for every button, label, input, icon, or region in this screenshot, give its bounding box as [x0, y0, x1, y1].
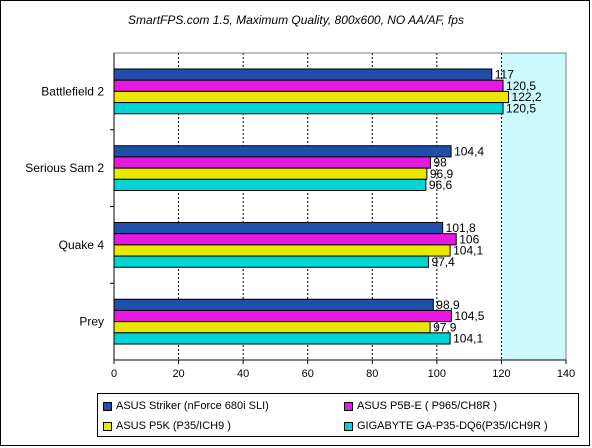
legend-item: ASUS Striker (nForce 680i SLI)	[103, 400, 269, 412]
legend-label: ASUS Striker (nForce 680i SLI)	[116, 400, 269, 412]
x-tick-label: 40	[237, 368, 249, 380]
highlight-band	[501, 53, 566, 360]
data-label: 104,4	[454, 144, 484, 158]
x-tick-label: 60	[302, 368, 314, 380]
legend-swatch	[103, 421, 112, 431]
data-label: 104,1	[453, 244, 483, 258]
bar	[113, 321, 431, 334]
data-label: 104,5	[454, 309, 484, 323]
x-tick-label: 140	[557, 368, 575, 380]
bar	[113, 244, 451, 257]
chart-title: SmartFPS.com 1.5, Maximum Quality, 800x6…	[128, 13, 464, 27]
legend-label: ASUS P5B-E ( P965/CH8R )	[357, 400, 497, 412]
bar	[113, 298, 434, 311]
x-tick-label: 80	[366, 368, 378, 380]
legend-label: GIGABYTE GA-P35-DQ6(P35/ICH9R )	[357, 420, 548, 432]
legend-item: ASUS P5B-E ( P965/CH8R )	[344, 400, 497, 412]
category-label: Battlefield 2	[41, 84, 104, 98]
bar	[113, 68, 493, 81]
data-label: 117	[495, 68, 514, 82]
bar	[113, 255, 429, 268]
legend-swatch	[103, 401, 112, 411]
bar	[113, 167, 428, 180]
legend-item: GIGABYTE GA-P35-DQ6(P35/ICH9R )	[344, 420, 548, 432]
bar	[113, 156, 431, 169]
x-tick-label: 100	[428, 368, 446, 380]
category-label: Quake 4	[59, 238, 105, 252]
data-label: 120,5	[506, 79, 536, 93]
bar	[113, 90, 510, 104]
data-label: 101,8	[446, 221, 476, 235]
data-label: 98,9	[436, 298, 460, 312]
bar	[113, 79, 504, 92]
data-label: 97,4	[431, 255, 455, 269]
legend-swatch	[344, 421, 353, 431]
legend: ASUS Striker (nForce 680i SLI) ASUS P5B-E…	[97, 393, 579, 437]
data-label: 122,2	[512, 90, 542, 104]
bar	[113, 178, 427, 192]
data-label: 96,9	[430, 167, 454, 181]
bar	[113, 221, 444, 235]
bar	[113, 102, 504, 115]
data-label: 97,9	[433, 320, 457, 334]
axes	[110, 52, 567, 364]
bar	[113, 233, 457, 246]
bars	[113, 68, 510, 345]
x-tick-label: 120	[492, 368, 510, 380]
category-label: Serious Sam 2	[25, 161, 104, 175]
x-tick-label: 20	[172, 368, 184, 380]
data-label: 120,5	[506, 101, 536, 115]
bar	[113, 332, 451, 345]
data-label: 96,6	[429, 178, 453, 192]
data-label: 106	[459, 232, 479, 246]
data-label: 104,1	[453, 332, 483, 346]
legend-item: ASUS P5K (P35/ICH9 )	[103, 420, 231, 432]
bar	[113, 309, 452, 323]
legend-label: ASUS P5K (P35/ICH9 )	[116, 420, 231, 432]
bar	[113, 145, 452, 158]
category-label: Prey	[79, 315, 104, 329]
x-tick-label: 0	[111, 368, 117, 380]
legend-swatch	[344, 401, 353, 411]
data-label: 98	[433, 156, 447, 170]
